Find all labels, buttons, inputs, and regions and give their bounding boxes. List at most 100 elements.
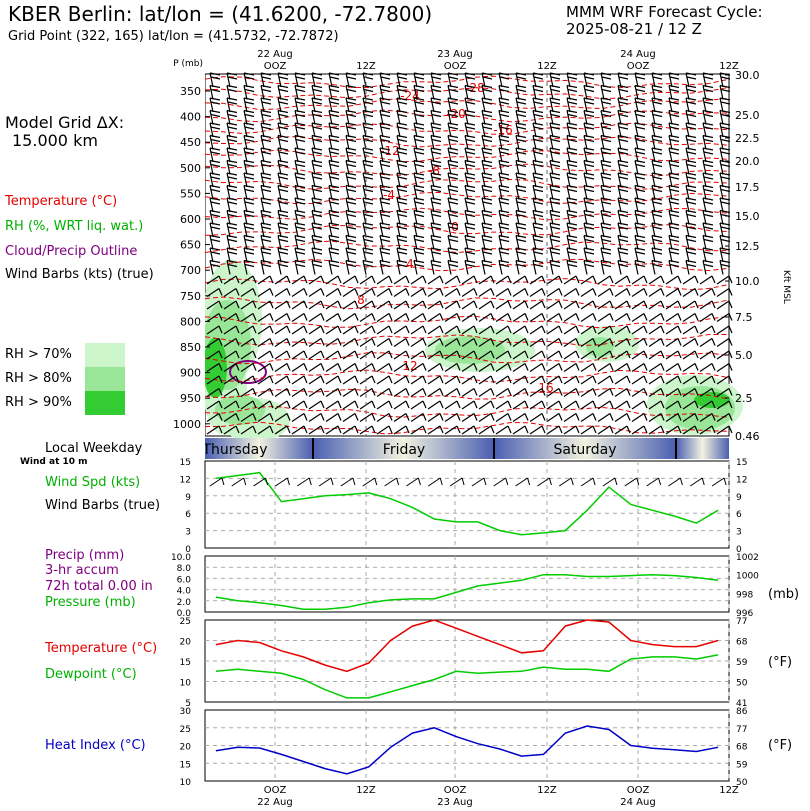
heat-index-panel-rtick-3: 59 bbox=[736, 760, 748, 770]
wind-barb bbox=[634, 84, 646, 100]
wind-barb bbox=[226, 122, 238, 138]
wind-barb bbox=[597, 375, 614, 385]
wind-barb bbox=[345, 159, 357, 175]
wind-barb bbox=[206, 275, 223, 285]
wind-barb bbox=[226, 197, 238, 213]
wind-barb bbox=[716, 363, 733, 372]
wind-barb bbox=[396, 172, 408, 188]
wind-barb bbox=[274, 400, 291, 410]
wind-barb bbox=[461, 300, 478, 310]
wind-barb bbox=[223, 325, 240, 335]
wind-barb bbox=[464, 172, 476, 188]
surface-wind-barb bbox=[689, 477, 705, 487]
wind-barb bbox=[648, 325, 665, 335]
wind-barb bbox=[461, 275, 478, 285]
wind-barb bbox=[243, 109, 255, 125]
wind-barb bbox=[294, 97, 306, 113]
wind-barb bbox=[583, 259, 595, 275]
wind-barb bbox=[634, 247, 646, 263]
precip-panel-rtick-0: 1002 bbox=[736, 553, 759, 563]
wind-barb bbox=[461, 325, 478, 335]
wind-barb bbox=[260, 134, 272, 150]
kft-tick-7: 10.0 bbox=[735, 275, 760, 288]
wind-barb bbox=[532, 234, 544, 250]
wind-barb bbox=[260, 72, 272, 88]
wind-barb bbox=[447, 159, 459, 175]
wind-barb bbox=[379, 234, 391, 250]
wind-barb bbox=[716, 325, 733, 335]
wind-panel-ytick-1: 12 bbox=[180, 475, 191, 485]
wind-barb bbox=[600, 84, 612, 100]
wind-barb bbox=[274, 325, 291, 335]
wind-barb bbox=[583, 159, 595, 175]
wind-barb bbox=[274, 275, 291, 285]
wind-barb bbox=[651, 84, 663, 100]
wind-barb bbox=[529, 350, 546, 360]
wind-barb bbox=[597, 300, 614, 310]
wind-barb bbox=[257, 413, 274, 422]
wind-barb bbox=[277, 222, 289, 238]
wind-barb bbox=[668, 72, 680, 88]
wind-barb bbox=[614, 300, 631, 310]
wind-barb bbox=[651, 97, 663, 113]
wind-barb bbox=[566, 222, 578, 238]
wind-barb bbox=[566, 197, 578, 213]
surface-wind-barb bbox=[558, 477, 574, 487]
surface-wind-barb bbox=[384, 477, 400, 487]
wind-barb bbox=[362, 172, 374, 188]
wind-barb bbox=[546, 325, 563, 335]
legend-rh70-swatch bbox=[85, 343, 125, 367]
wind-barb bbox=[430, 72, 442, 88]
heat-index-panel-ytick-3: 15 bbox=[180, 760, 191, 770]
wind-barb bbox=[277, 259, 289, 275]
wind-barb bbox=[396, 159, 408, 175]
temp-contour-label-7: 0 bbox=[451, 220, 459, 234]
wind-barb bbox=[699, 288, 716, 297]
wind-barb bbox=[719, 147, 731, 163]
wind-barb bbox=[648, 288, 665, 297]
wind-barb bbox=[532, 147, 544, 163]
wind-barb bbox=[702, 234, 714, 250]
wind-barb bbox=[634, 147, 646, 163]
wind-barb bbox=[427, 400, 444, 410]
wind-barb bbox=[665, 413, 682, 422]
wind-barb bbox=[631, 275, 648, 285]
wind-barb bbox=[614, 363, 631, 372]
forecast-cycle: 2025-08-21 / 12 Z bbox=[566, 20, 702, 38]
wind-barb bbox=[260, 234, 272, 250]
wind-barb bbox=[206, 325, 223, 335]
station-title: KBER Berlin: lat/lon = (41.6200, -72.780… bbox=[8, 2, 433, 26]
wind-barb bbox=[549, 234, 561, 250]
wind-barb bbox=[291, 300, 308, 310]
wind-barb bbox=[716, 313, 733, 322]
wind-barb bbox=[478, 338, 495, 347]
bottom-date-0: 22 Aug bbox=[257, 797, 292, 808]
wind-barb bbox=[566, 234, 578, 250]
wind-barb bbox=[447, 209, 459, 225]
wind-barb bbox=[614, 350, 631, 360]
wind-barb bbox=[478, 413, 495, 422]
wind-barb bbox=[634, 109, 646, 125]
wind-barb bbox=[240, 288, 257, 297]
wind-barb bbox=[566, 172, 578, 188]
wind-barb bbox=[240, 325, 257, 335]
wind-barb bbox=[614, 313, 631, 322]
wind-barb bbox=[617, 122, 629, 138]
wind-barb bbox=[682, 313, 699, 322]
legend-rh: RH (%, WRT liq. wat.) bbox=[5, 219, 144, 234]
wind-barb bbox=[461, 425, 478, 435]
wind-barb bbox=[495, 400, 512, 410]
wind-barb bbox=[583, 172, 595, 188]
wind-barb bbox=[209, 122, 221, 138]
wind-barb bbox=[447, 234, 459, 250]
wind-barb bbox=[583, 247, 595, 263]
wind-barb bbox=[291, 388, 308, 397]
bottom-time-5: 12Z bbox=[719, 785, 739, 796]
wind-barb bbox=[566, 184, 578, 200]
wind-barb bbox=[277, 84, 289, 100]
wind-barb bbox=[379, 109, 391, 125]
weekday-subtitle: Wind at 10 m bbox=[20, 457, 88, 467]
wind-barb bbox=[410, 425, 427, 435]
pressure-tick-900: 900 bbox=[180, 367, 201, 380]
wind-barb bbox=[512, 300, 529, 310]
